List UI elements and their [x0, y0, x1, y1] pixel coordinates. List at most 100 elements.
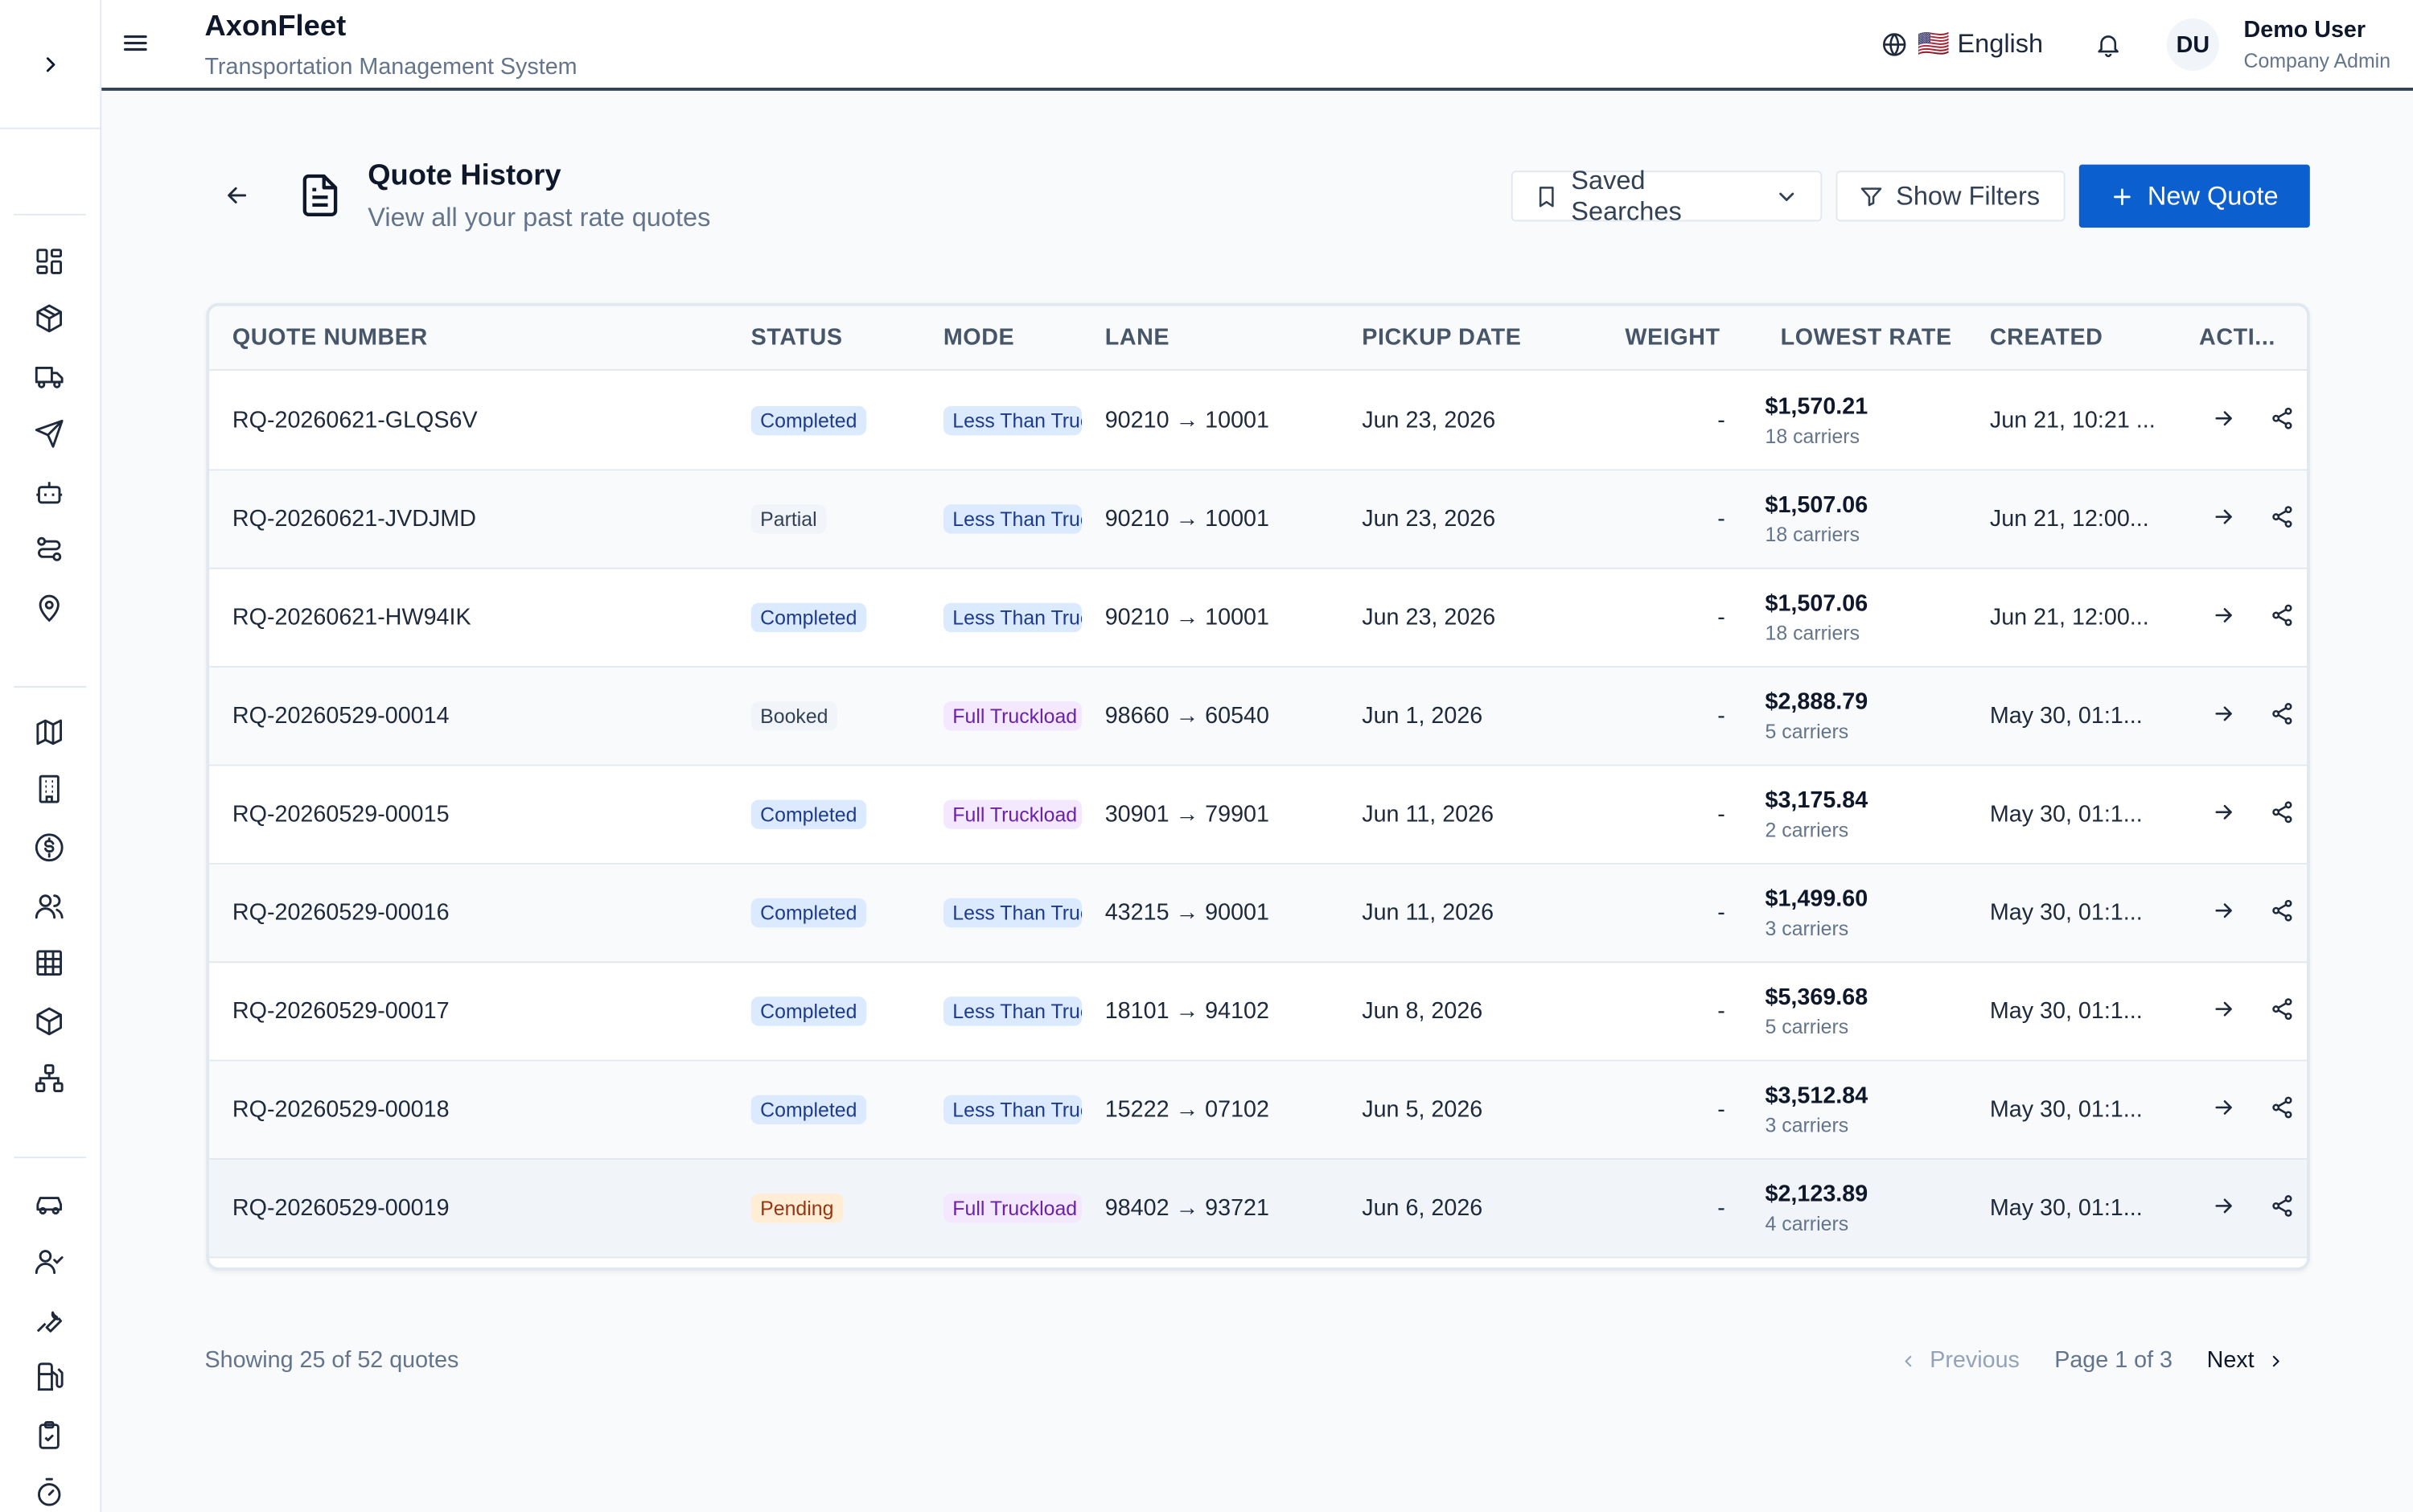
share-icon[interactable]	[2270, 406, 2295, 431]
table-row[interactable]: RQ-20260529-00017 Completed Less Than Truc…	[209, 963, 2307, 1062]
wrench-icon[interactable]	[32, 1303, 66, 1337]
rate-amount: $2,888.79	[1765, 688, 1868, 716]
share-icon[interactable]	[2270, 701, 2295, 726]
arrow-right-icon[interactable]	[2211, 898, 2236, 923]
quote-number-cell[interactable]: RQ-20260529-00018	[232, 1096, 450, 1124]
quote-number-cell[interactable]: RQ-20260529-00016	[232, 899, 450, 927]
package-icon[interactable]	[32, 302, 66, 335]
plus-icon	[2114, 187, 2131, 205]
arrow-right-icon[interactable]	[2211, 504, 2236, 529]
table-row[interactable]: RQ-20260529-00014 Booked Full Truckload 986…	[209, 668, 2307, 766]
share-icon[interactable]	[2270, 898, 2295, 923]
mode-badge: Less Than Truckload	[943, 898, 1083, 928]
arrow-left-icon[interactable]	[223, 182, 250, 209]
arrow-right-icon[interactable]	[2211, 701, 2236, 726]
user-check-icon[interactable]	[32, 1244, 66, 1278]
dollar-icon[interactable]	[32, 831, 66, 865]
mode-cell: Less Than Truckload	[943, 963, 1085, 1059]
share-icon[interactable]	[2270, 800, 2295, 825]
truck-icon[interactable]	[32, 360, 66, 394]
share-icon[interactable]	[2270, 504, 2295, 529]
mode-cell: Less Than Truckload	[943, 569, 1085, 666]
arrow-right-icon[interactable]	[2211, 406, 2236, 431]
status-badge: Completed	[750, 996, 866, 1026]
building-icon[interactable]	[32, 772, 66, 806]
dashboard-icon[interactable]	[32, 244, 66, 278]
quote-number-cell[interactable]: RQ-20260621-JVDJMD	[232, 506, 476, 532]
next-page-button[interactable]: Next	[2207, 1347, 2285, 1374]
clipboard-check-icon[interactable]	[32, 1418, 66, 1452]
column-header-status[interactable]: STATUS	[750, 324, 843, 351]
box-icon[interactable]	[32, 1005, 66, 1038]
app-title: AxonFleet	[204, 10, 347, 43]
arrow-right-icon[interactable]	[2211, 603, 2236, 628]
share-icon[interactable]	[2270, 1194, 2295, 1218]
column-header-mode[interactable]: MODE	[943, 324, 1015, 351]
lane-cell: 90210 → 10001	[1104, 407, 1269, 434]
bell-icon[interactable]	[2094, 31, 2122, 58]
share-icon[interactable]	[2270, 996, 2295, 1021]
arrow-right-icon[interactable]	[2211, 1194, 2236, 1218]
status-badge: Completed	[750, 602, 866, 633]
status-badge: Partial	[750, 504, 827, 534]
column-header-lowest-rate[interactable]: LOWEST RATE	[1780, 324, 1952, 351]
pickup-date-cell: Jun 8, 2026	[1362, 998, 1483, 1025]
created-cell: May 30, 01:1...	[1989, 703, 2143, 729]
lane-cell: 98402 → 93721	[1104, 1195, 1269, 1222]
language-selector[interactable]: 🇺🇸 English	[1881, 29, 2043, 60]
menu-icon[interactable]	[120, 27, 150, 58]
column-header-pickup-date[interactable]: PICKUP DATE	[1362, 324, 1522, 351]
rate-amount: $1,570.21	[1765, 393, 1868, 421]
arrow-right-icon[interactable]	[2211, 1095, 2236, 1120]
fuel-icon[interactable]	[32, 1360, 66, 1394]
grid-icon[interactable]	[32, 946, 66, 980]
table-row[interactable]: RQ-20260529-00018 Completed Less Than Truc…	[209, 1061, 2307, 1161]
show-filters-button[interactable]: Show Filters	[1835, 171, 2066, 222]
globe-icon	[1883, 33, 1906, 56]
arrow-right-icon[interactable]	[2211, 800, 2236, 825]
weight-cell: -	[1717, 506, 1725, 532]
sidebar-expand-button[interactable]	[0, 0, 102, 129]
timer-icon[interactable]	[32, 1475, 66, 1509]
quote-number-cell[interactable]: RQ-20260529-00015	[232, 801, 450, 828]
lowest-rate-cell: $1,507.06 18 carriers	[1766, 569, 1966, 666]
map-icon[interactable]	[32, 715, 66, 749]
bot-icon[interactable]	[32, 475, 66, 509]
quote-number-cell[interactable]: RQ-20260621-HW94IK	[232, 604, 471, 631]
table-row[interactable]: RQ-20260529-00015 Completed Full Truckload…	[209, 766, 2307, 865]
share-icon[interactable]	[2270, 603, 2295, 628]
status-badge: Completed	[750, 1095, 866, 1125]
column-header-quote-number[interactable]: QUOTE NUMBER	[232, 324, 428, 351]
sidebar-divider	[14, 685, 87, 688]
table-row[interactable]: RQ-20260529-00019 Pending Full Truckload 98…	[209, 1160, 2307, 1259]
route-icon[interactable]	[32, 532, 66, 566]
quote-number-cell[interactable]: RQ-20260529-00014	[232, 703, 450, 729]
mode-badge: Less Than Truckload	[943, 405, 1083, 436]
send-icon[interactable]	[32, 417, 66, 450]
car-icon[interactable]	[32, 1187, 66, 1221]
mode-badge: Less Than Truckload	[943, 996, 1083, 1026]
share-icon[interactable]	[2270, 1095, 2295, 1120]
created-cell: Jun 21, 12:00...	[1989, 604, 2149, 631]
quote-number-cell[interactable]: RQ-20260529-00019	[232, 1195, 450, 1222]
column-header-lane[interactable]: LANE	[1104, 324, 1170, 351]
column-header-created[interactable]: CREATED	[1989, 324, 2103, 351]
map-pin-icon[interactable]	[32, 590, 66, 624]
network-icon[interactable]	[32, 1062, 66, 1095]
saved-searches-button[interactable]: Saved Searches	[1511, 166, 1823, 225]
lane-cell: 98660 → 60540	[1104, 703, 1269, 729]
table-row[interactable]: RQ-20260621-JVDJMD Partial Less Than Truck…	[209, 470, 2307, 569]
table-row[interactable]: RQ-20260529-00016 Completed Less Than Truc…	[209, 864, 2307, 963]
column-header-weight[interactable]: WEIGHT	[1625, 324, 1720, 351]
previous-page-button[interactable]: Previous	[1899, 1347, 2020, 1374]
table-row[interactable]: RQ-20260621-GLQS6V Completed Less Than Tru…	[209, 372, 2307, 471]
new-quote-button[interactable]: New Quote	[2078, 164, 2310, 228]
status-cell: Completed	[750, 766, 928, 862]
page-title: Quote History	[368, 159, 561, 193]
avatar[interactable]: DU	[2166, 18, 2219, 71]
users-icon[interactable]	[32, 889, 66, 922]
table-row[interactable]: RQ-20260621-HW94IK Completed Less Than Tru…	[209, 569, 2307, 668]
quote-number-cell[interactable]: RQ-20260621-GLQS6V	[232, 407, 478, 434]
arrow-right-icon[interactable]	[2211, 996, 2236, 1021]
quote-number-cell[interactable]: RQ-20260529-00017	[232, 998, 450, 1025]
